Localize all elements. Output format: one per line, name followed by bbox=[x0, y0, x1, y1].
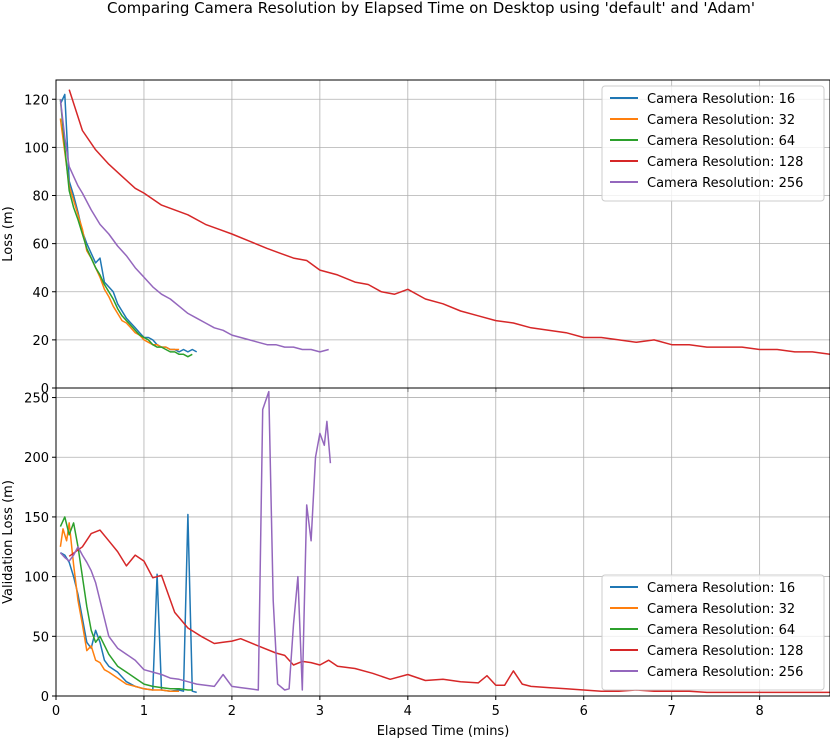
legend-label: Camera Resolution: 256 bbox=[647, 176, 803, 191]
series-line-3 bbox=[68, 529, 830, 694]
series-line-3 bbox=[68, 89, 830, 356]
y-tick-label: 40 bbox=[32, 286, 49, 301]
panel-bottom: 0 50 100 150 200 250 0 1 2 3 4 5 6 7 8 Validation Loss … bbox=[1, 387, 830, 739]
series-line-0 bbox=[60, 513, 197, 694]
y-tick-label: 0 bbox=[41, 690, 49, 705]
series-lines bbox=[59, 89, 830, 358]
y-axis-label: Loss (m) bbox=[1, 206, 16, 261]
x-tick-label: 5 bbox=[492, 704, 500, 719]
y-tick-label: 20 bbox=[32, 334, 49, 349]
y-tick-label: 100 bbox=[24, 141, 49, 156]
series-line-2 bbox=[59, 516, 193, 691]
y-tick-label: 80 bbox=[32, 190, 49, 205]
x-tick-label: 8 bbox=[755, 704, 763, 719]
y-tick-label: 120 bbox=[24, 93, 49, 108]
y-tick-label: 150 bbox=[24, 511, 49, 526]
legend-label: Camera Resolution: 128 bbox=[647, 644, 803, 659]
x-axis-label: Elapsed Time (mins) bbox=[377, 724, 510, 739]
x-tick-label: 7 bbox=[668, 704, 676, 719]
series-line-4 bbox=[59, 99, 329, 353]
axes-frame bbox=[55, 387, 830, 697]
y-axis-label: Validation Loss (m) bbox=[1, 480, 16, 604]
y-tick-label: 200 bbox=[24, 451, 49, 466]
x-tick-label: 4 bbox=[404, 704, 412, 719]
series-line-1 bbox=[59, 522, 180, 692]
series-line-1 bbox=[59, 118, 180, 351]
series-line-2 bbox=[59, 99, 193, 358]
legend: Camera Resolution: 16 Camera Resolution: … bbox=[601, 574, 825, 691]
legend-label: Camera Resolution: 32 bbox=[647, 113, 795, 128]
legend-label: Camera Resolution: 256 bbox=[647, 665, 803, 680]
x-tick-label: 1 bbox=[140, 704, 148, 719]
legend-label: Camera Resolution: 128 bbox=[647, 155, 803, 170]
panel-top: 0 20 40 60 80 100 120 Loss (m) Camera Resolution… bbox=[1, 79, 830, 397]
y-tick-label: 60 bbox=[32, 238, 49, 253]
y-tick-label: 100 bbox=[24, 571, 49, 586]
series-lines bbox=[59, 390, 830, 694]
legend-label: Camera Resolution: 16 bbox=[647, 92, 795, 107]
series-line-4 bbox=[59, 390, 332, 691]
x-tick-label: 0 bbox=[52, 704, 60, 719]
y-tick-label: 0 bbox=[41, 382, 49, 397]
legend: Camera Resolution: 16 Camera Resolution: … bbox=[601, 85, 825, 202]
y-tick-label: 50 bbox=[32, 630, 49, 645]
x-tick-label: 6 bbox=[580, 704, 588, 719]
x-tick-label: 3 bbox=[316, 704, 324, 719]
legend-label: Camera Resolution: 64 bbox=[647, 134, 795, 149]
legend-label: Camera Resolution: 64 bbox=[647, 623, 795, 638]
figure-title: Comparing Camera Resolution by Elapsed T… bbox=[107, 0, 755, 17]
x-tick-label: 2 bbox=[228, 704, 236, 719]
legend-label: Camera Resolution: 16 bbox=[647, 581, 795, 596]
y-tick-label: 250 bbox=[24, 392, 49, 407]
legend-label: Camera Resolution: 32 bbox=[647, 602, 795, 617]
